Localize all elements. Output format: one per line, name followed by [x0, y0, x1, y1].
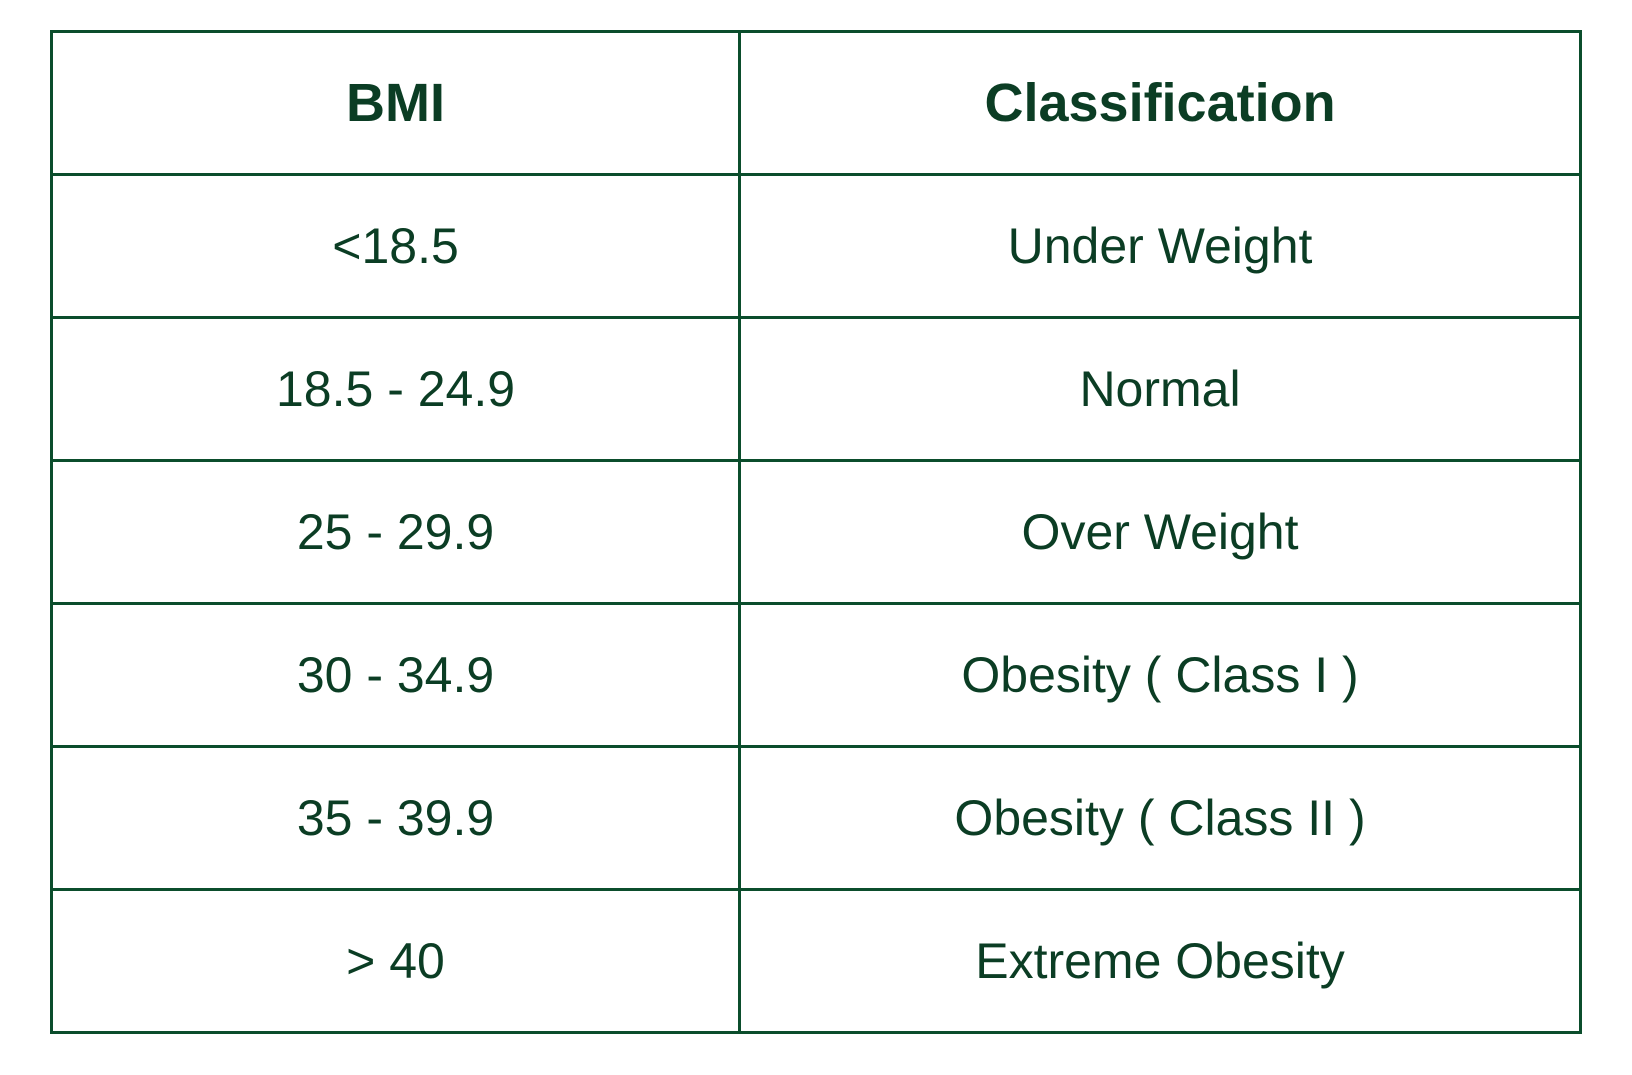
table-row: 18.5 - 24.9 Normal: [52, 318, 1581, 461]
page: BMI Classification <18.5 Under Weight 18…: [0, 0, 1632, 1074]
cell-classification: Obesity ( Class I ): [740, 604, 1581, 747]
cell-classification: Over Weight: [740, 461, 1581, 604]
cell-classification: Normal: [740, 318, 1581, 461]
cell-bmi: 35 - 39.9: [52, 747, 740, 890]
cell-bmi: 25 - 29.9: [52, 461, 740, 604]
cell-bmi: 18.5 - 24.9: [52, 318, 740, 461]
cell-classification: Extreme Obesity: [740, 890, 1581, 1033]
bmi-classification-table: BMI Classification <18.5 Under Weight 18…: [50, 30, 1582, 1034]
header-classification: Classification: [740, 32, 1581, 175]
cell-classification: Under Weight: [740, 175, 1581, 318]
table-row: <18.5 Under Weight: [52, 175, 1581, 318]
header-bmi: BMI: [52, 32, 740, 175]
cell-classification: Obesity ( Class II ): [740, 747, 1581, 890]
table-row: 35 - 39.9 Obesity ( Class II ): [52, 747, 1581, 890]
cell-bmi: <18.5: [52, 175, 740, 318]
table-row: 30 - 34.9 Obesity ( Class I ): [52, 604, 1581, 747]
table-header-row: BMI Classification: [52, 32, 1581, 175]
table-row: 25 - 29.9 Over Weight: [52, 461, 1581, 604]
cell-bmi: 30 - 34.9: [52, 604, 740, 747]
table-row: > 40 Extreme Obesity: [52, 890, 1581, 1033]
cell-bmi: > 40: [52, 890, 740, 1033]
